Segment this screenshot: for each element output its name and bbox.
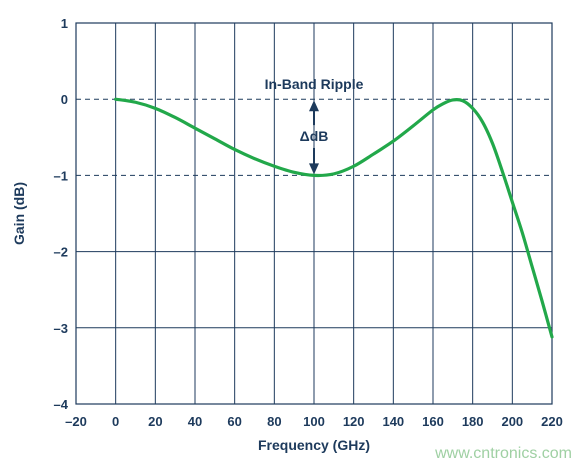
y-tick-labels: 1 0 –1 –2 –3 –4 xyxy=(54,16,69,412)
annotation-in-band-ripple: In-Band Ripple xyxy=(265,76,364,92)
arrow-head-up xyxy=(309,100,319,112)
annotations: In-Band Ripple ΔdB xyxy=(265,76,364,144)
plot-border xyxy=(75,22,553,405)
grid xyxy=(76,23,552,404)
gain-curve xyxy=(114,97,554,339)
x-tick-label: 20 xyxy=(148,414,162,429)
x-tick-label: 200 xyxy=(501,414,523,429)
x-tick-label: –20 xyxy=(65,414,87,429)
x-tick-label: 120 xyxy=(343,414,365,429)
x-tick-label: 140 xyxy=(382,414,404,429)
series xyxy=(114,97,554,339)
y-tick-label: 1 xyxy=(61,16,68,31)
x-tick-label: 220 xyxy=(541,414,563,429)
x-tick-label: 0 xyxy=(112,414,119,429)
x-tick-label: 80 xyxy=(267,414,281,429)
x-tick-label: 60 xyxy=(227,414,241,429)
x-tick-labels: –20 0 20 40 60 80 100 120 140 160 180 200 220 xyxy=(65,414,563,429)
x-tick-label: 160 xyxy=(422,414,444,429)
x-tick-label: 100 xyxy=(303,414,325,429)
y-tick-label: –1 xyxy=(54,168,68,183)
x-tick-label: 180 xyxy=(462,414,484,429)
y-tick-label: –4 xyxy=(54,397,69,412)
y-tick-label: 0 xyxy=(61,92,68,107)
watermark: www.cntronics.com xyxy=(434,445,572,462)
x-axis-label: Frequency (GHz) xyxy=(258,437,370,453)
y-tick-label: –3 xyxy=(54,321,68,336)
x-tick-label: 40 xyxy=(188,414,202,429)
y-axis-label: Gain (dB) xyxy=(11,182,27,245)
ripple-arrows xyxy=(309,100,319,175)
y-tick-label: –2 xyxy=(54,245,68,260)
annotation-delta-db: ΔdB xyxy=(300,128,329,144)
arrow-head-down xyxy=(309,163,319,175)
